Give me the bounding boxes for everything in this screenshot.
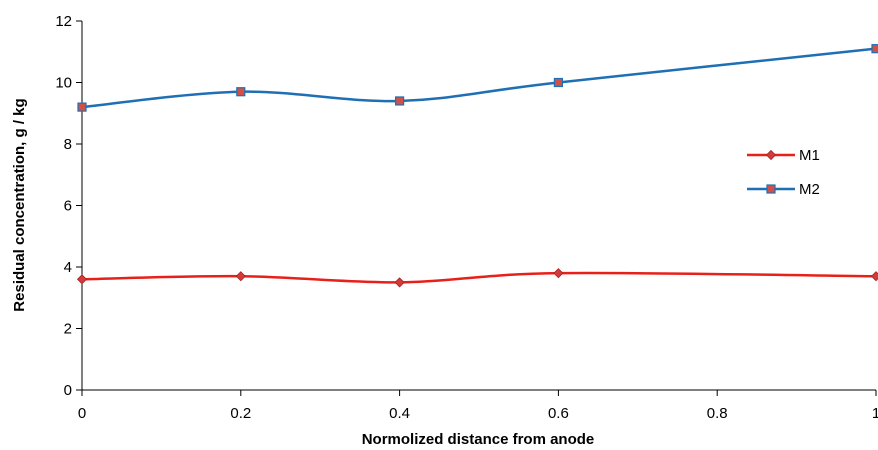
x-axis-title: Normolized distance from anode xyxy=(362,431,595,448)
data-point-m1 xyxy=(553,268,564,279)
data-point-m2 xyxy=(236,87,246,97)
y-tick-label: 12 xyxy=(55,13,72,30)
y-tick-label: 10 xyxy=(55,75,72,92)
x-tick-label: 0.6 xyxy=(548,405,569,422)
data-point-m2 xyxy=(553,77,564,88)
x-tick-label: 0.4 xyxy=(389,405,410,422)
plot-area: 0 2 4 6 8 10 12 0 0.2 0.4 0.6 0.8 1 xyxy=(55,13,878,422)
legend-marker-m1 xyxy=(765,149,777,161)
x-tick-label: 0 xyxy=(78,405,86,422)
y-tick-label: 0 xyxy=(64,382,72,399)
legend: M1 M2 xyxy=(747,147,820,198)
data-point-m2 xyxy=(871,44,878,54)
series-line-m2 xyxy=(81,47,877,109)
data-point-m1 xyxy=(76,274,88,285)
legend-label-m1: M1 xyxy=(799,147,820,164)
data-point-m1 xyxy=(394,277,405,288)
y-tick-label: 4 xyxy=(64,259,72,276)
data-point-m1 xyxy=(235,271,246,282)
legend-label-m2: M2 xyxy=(799,181,820,198)
y-tick-label: 2 xyxy=(64,321,72,338)
y-tick-label: 6 xyxy=(64,198,72,215)
y-axis-title: Residual concentration, g / kg xyxy=(11,98,28,311)
data-point-m1 xyxy=(870,271,878,282)
x-tick-label: 1 xyxy=(872,405,878,422)
series-line-m1 xyxy=(81,271,877,284)
data-point-m2 xyxy=(77,102,87,112)
legend-marker-m2 xyxy=(766,184,776,194)
x-tick-label: 0.2 xyxy=(230,405,251,422)
data-point-m2 xyxy=(395,96,405,106)
x-tick-label: 0.8 xyxy=(707,405,728,422)
y-tick-label: 8 xyxy=(64,136,72,153)
